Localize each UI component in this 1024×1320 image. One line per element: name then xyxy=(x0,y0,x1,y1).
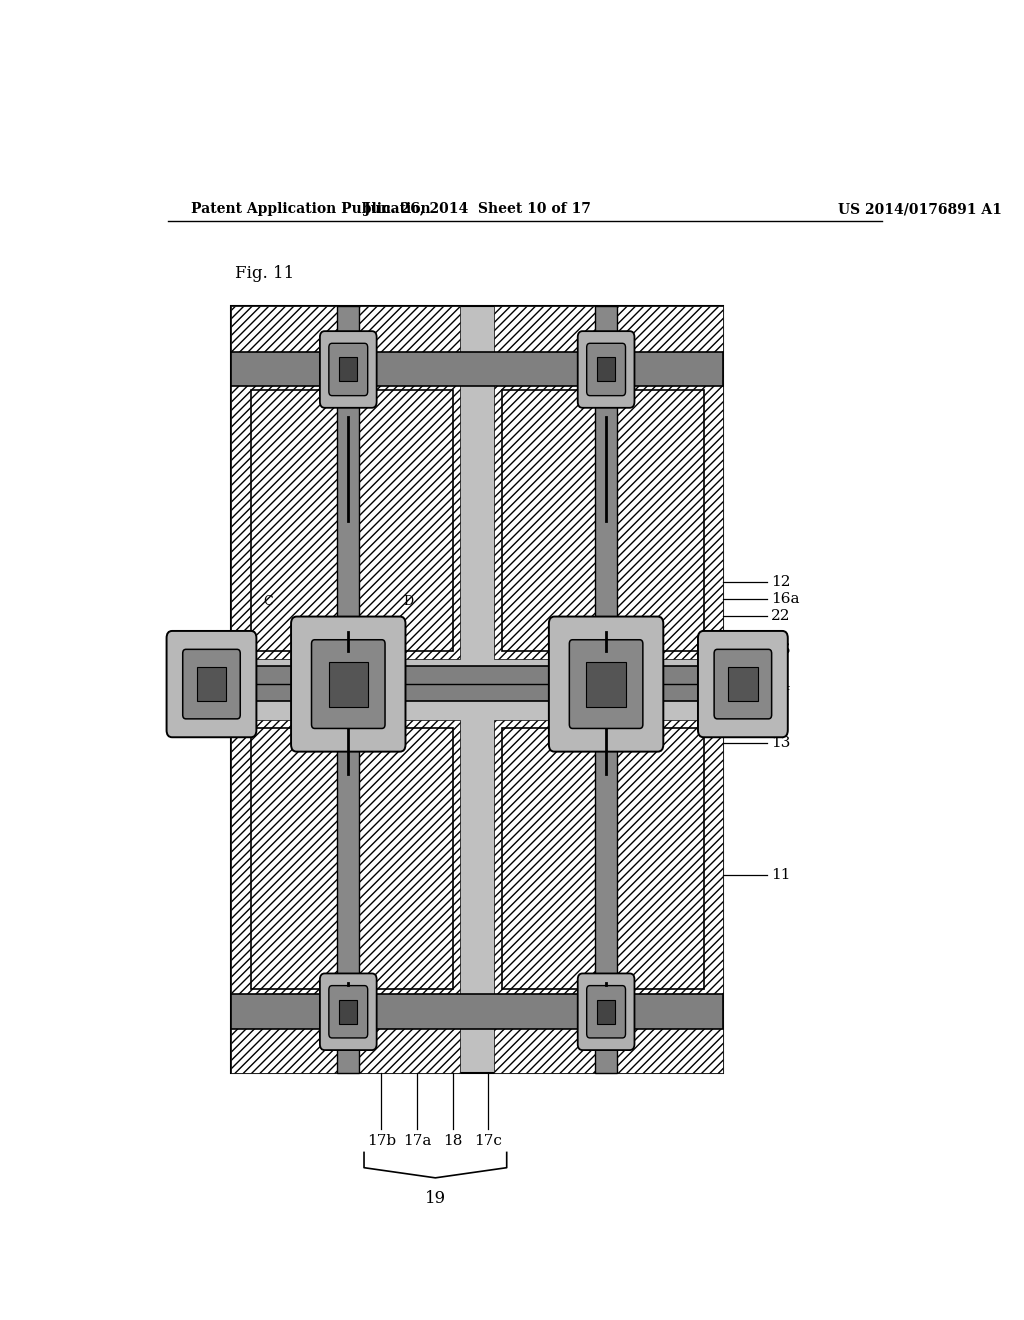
FancyBboxPatch shape xyxy=(319,973,377,1051)
Text: Patent Application Publication: Patent Application Publication xyxy=(191,202,431,216)
Text: C: C xyxy=(263,595,272,607)
FancyBboxPatch shape xyxy=(319,331,377,408)
Text: US 2014/0176891 A1: US 2014/0176891 A1 xyxy=(839,202,1002,216)
Text: D: D xyxy=(403,595,414,607)
Text: 17b: 17b xyxy=(367,1134,396,1148)
Text: 17a: 17a xyxy=(403,1134,431,1148)
Bar xyxy=(728,667,758,701)
Text: Fig. 11: Fig. 11 xyxy=(236,265,294,282)
FancyBboxPatch shape xyxy=(329,986,368,1038)
Text: 22: 22 xyxy=(771,609,791,623)
Bar xyxy=(337,306,359,1073)
Text: 16a: 16a xyxy=(771,591,800,606)
Bar xyxy=(495,721,723,1073)
FancyBboxPatch shape xyxy=(578,973,635,1051)
FancyBboxPatch shape xyxy=(698,631,787,738)
FancyBboxPatch shape xyxy=(329,343,368,396)
Bar xyxy=(197,667,226,701)
Text: 17c: 17c xyxy=(474,1134,502,1148)
Text: 18: 18 xyxy=(443,1134,462,1148)
Bar xyxy=(587,661,626,706)
Bar xyxy=(251,727,453,989)
Bar xyxy=(251,391,453,651)
Bar xyxy=(502,391,703,651)
Bar xyxy=(597,999,615,1024)
Bar xyxy=(231,352,723,387)
Bar xyxy=(495,306,723,659)
Text: 51: 51 xyxy=(771,661,791,675)
Bar xyxy=(231,994,723,1028)
FancyBboxPatch shape xyxy=(182,649,241,719)
Bar xyxy=(231,721,460,1073)
Bar xyxy=(231,306,460,659)
Text: 16: 16 xyxy=(771,643,791,656)
FancyBboxPatch shape xyxy=(167,631,256,738)
FancyBboxPatch shape xyxy=(311,640,385,729)
Text: 19: 19 xyxy=(425,1191,445,1206)
FancyBboxPatch shape xyxy=(549,616,664,751)
Bar xyxy=(231,306,723,1073)
Bar xyxy=(339,999,357,1024)
Text: 14: 14 xyxy=(771,678,791,693)
Bar xyxy=(231,667,723,701)
FancyBboxPatch shape xyxy=(569,640,643,729)
Text: 11: 11 xyxy=(771,869,791,882)
FancyBboxPatch shape xyxy=(714,649,772,719)
Text: Jun. 26, 2014  Sheet 10 of 17: Jun. 26, 2014 Sheet 10 of 17 xyxy=(364,202,591,216)
FancyBboxPatch shape xyxy=(587,343,626,396)
Bar xyxy=(597,358,615,381)
Bar xyxy=(329,661,368,706)
Bar xyxy=(595,306,617,1073)
FancyBboxPatch shape xyxy=(587,986,626,1038)
FancyBboxPatch shape xyxy=(578,331,635,408)
Bar xyxy=(502,727,703,989)
Bar xyxy=(339,358,357,381)
FancyBboxPatch shape xyxy=(291,616,406,751)
Text: 13: 13 xyxy=(771,737,791,750)
Text: 12: 12 xyxy=(771,576,791,589)
